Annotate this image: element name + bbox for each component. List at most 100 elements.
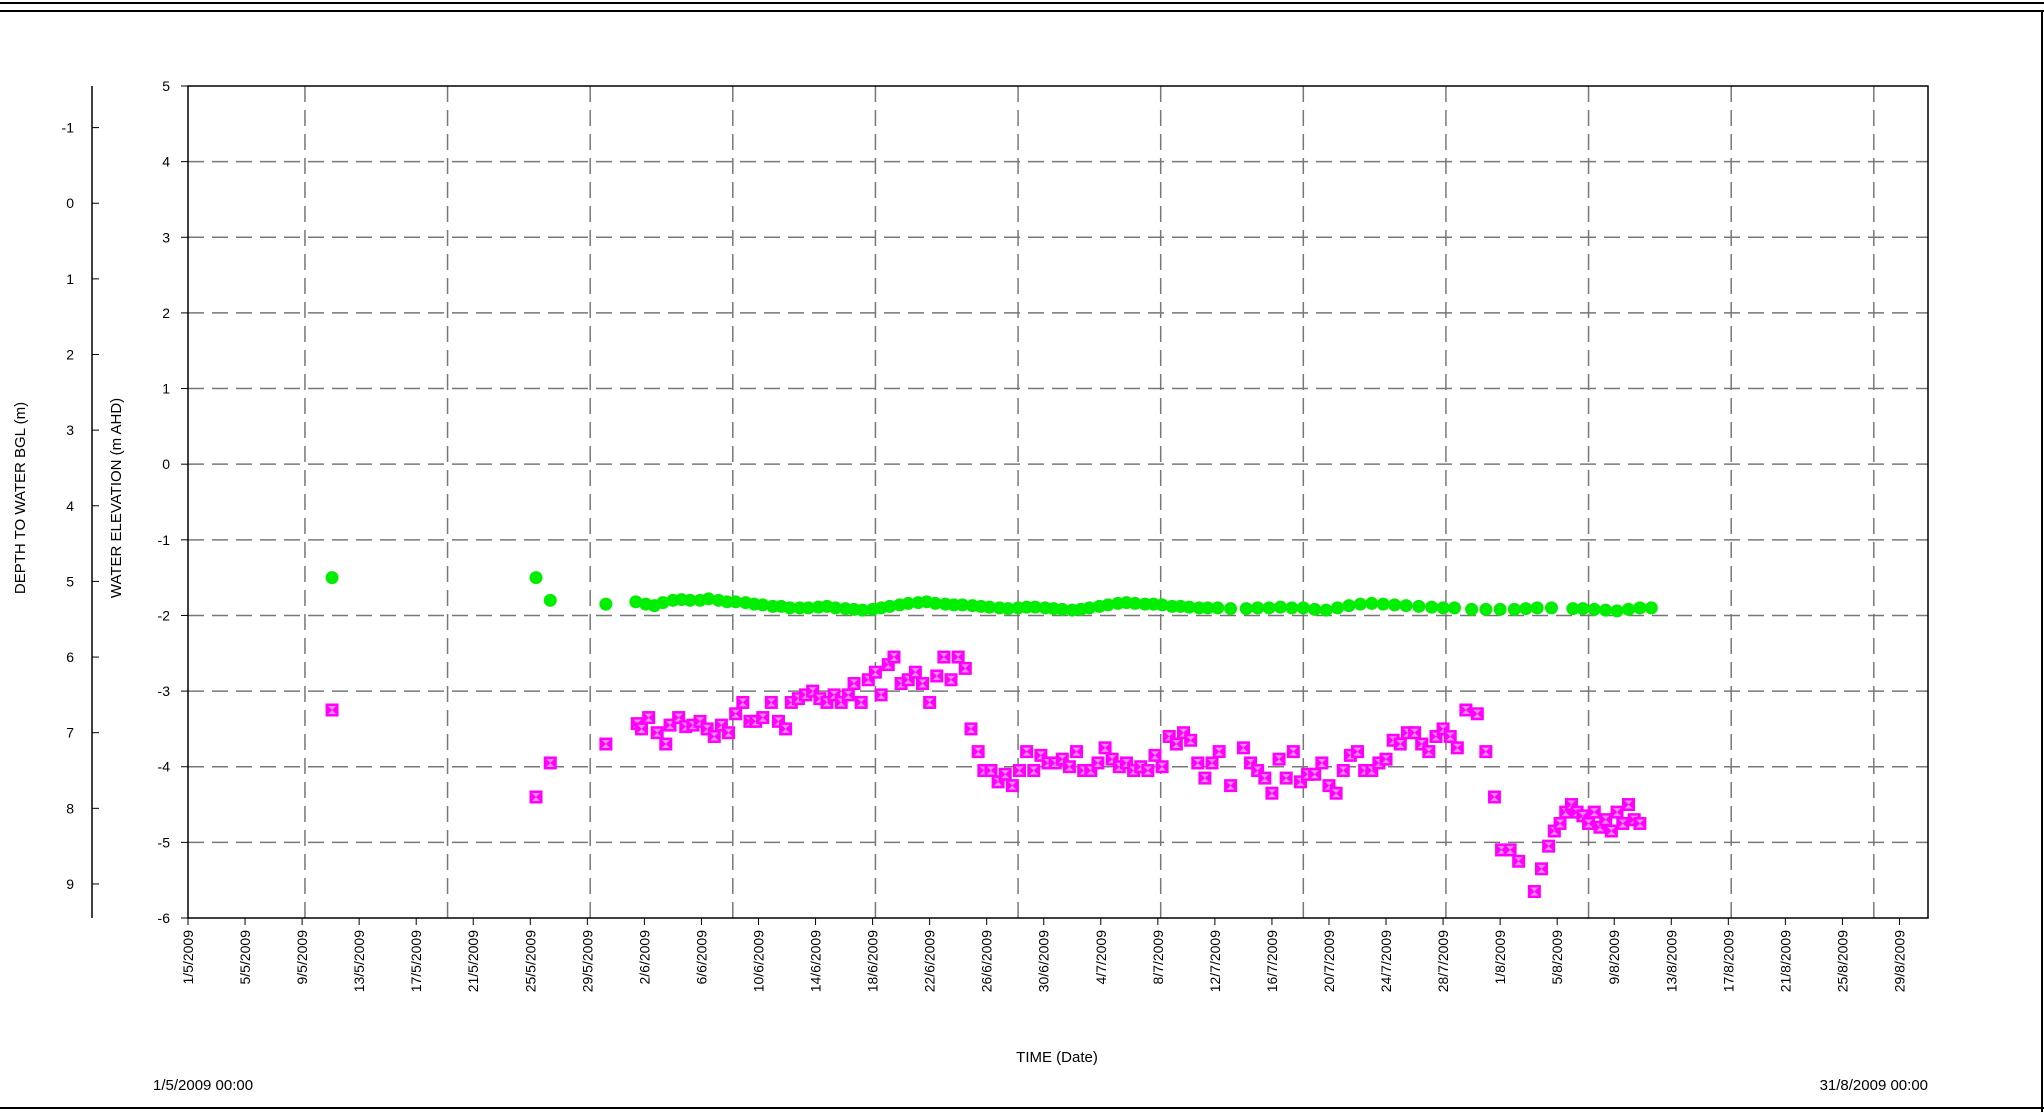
x-tick-label: 28/7/2009 <box>1435 930 1451 992</box>
x-tick-label: 22/6/2009 <box>922 930 938 992</box>
elevation-point <box>1399 599 1413 613</box>
x-tick-label: 13/8/2009 <box>1663 930 1679 992</box>
depth-point <box>841 688 855 702</box>
depth-point <box>1582 816 1596 830</box>
depth-point <box>736 695 750 709</box>
depth-point <box>1265 786 1279 800</box>
x-tick-label: 5/5/2009 <box>237 930 253 985</box>
depth-point <box>779 722 793 736</box>
elevation-point <box>1285 601 1299 615</box>
frame-bottom-line <box>0 1107 2044 1109</box>
elevation-point <box>856 603 870 617</box>
hourglass-icon <box>1530 887 1539 896</box>
x-tick-label: 20/7/2009 <box>1321 930 1337 992</box>
elevation-point <box>1376 597 1390 611</box>
elevation-point <box>1447 601 1461 615</box>
depth-point <box>958 661 972 675</box>
hourglass-icon <box>1537 864 1546 873</box>
depth-point <box>1012 764 1026 778</box>
elevation-point <box>756 598 770 612</box>
hourglass-icon <box>1150 751 1159 760</box>
hourglass-icon <box>1497 845 1506 854</box>
hourglass-icon <box>601 740 610 749</box>
frame-top-line-outer <box>0 2 2044 4</box>
depth-point <box>1286 745 1300 759</box>
hourglass-icon <box>738 698 747 707</box>
depth-point <box>756 711 770 725</box>
hourglass-icon <box>1093 758 1102 767</box>
elevation-point <box>1610 604 1624 618</box>
elevation-point <box>1082 601 1096 615</box>
depth-point <box>854 695 868 709</box>
y2-tick-label: 9 <box>66 876 74 892</box>
depth-point <box>1351 745 1365 759</box>
elevation-point <box>1155 598 1169 612</box>
depth-point <box>635 722 649 736</box>
hourglass-icon <box>974 747 983 756</box>
y-tick-label: 4 <box>162 154 170 170</box>
tick-labels: 5 4 3 2 1 0 -1 -2 -3 -4 -5 -6 -1 0 1 2 3 4 5 6 7 8 9 1/5/2009 5/… <box>62 78 1908 992</box>
elevation-point <box>1128 596 1142 610</box>
elevation-point <box>1028 600 1042 614</box>
frame-right-line <box>2041 10 2043 1112</box>
x-tick-label: 25/8/2009 <box>1834 930 1850 992</box>
axis-ticks <box>92 85 1900 925</box>
hourglass-icon <box>1029 766 1038 775</box>
elevation-point <box>1519 602 1533 616</box>
x-tick-label: 29/5/2009 <box>579 930 595 992</box>
hourglass-icon <box>532 792 540 801</box>
x-tick-label: 2/6/2009 <box>636 930 652 985</box>
depth-point <box>1062 760 1076 774</box>
hourglass-icon <box>1143 766 1152 775</box>
depth-point <box>1633 816 1647 830</box>
depth-point <box>923 695 937 709</box>
elevation-point <box>529 571 543 585</box>
elevation-point <box>729 595 743 609</box>
hourglass-icon <box>1382 755 1391 764</box>
x-tick-label: 21/8/2009 <box>1777 930 1793 992</box>
depth-point <box>1616 816 1630 830</box>
depth-point <box>937 650 951 664</box>
depth-point <box>1272 752 1286 766</box>
hourglass-icon <box>1584 819 1593 828</box>
depth-point <box>1236 741 1250 755</box>
hourglass-icon <box>1289 747 1298 756</box>
x-tick-label: 12/7/2009 <box>1207 930 1223 992</box>
hourglass-icon <box>1282 774 1291 783</box>
elevation-point <box>1224 602 1238 616</box>
x-tick-label: 29/8/2009 <box>1891 930 1907 992</box>
hourglass-icon <box>1186 736 1195 745</box>
elevation-point <box>1465 602 1479 616</box>
x-tick-label: 1/5/2009 <box>180 930 196 985</box>
hourglass-icon <box>1556 819 1565 828</box>
y2-tick-label: -1 <box>62 120 75 136</box>
hourglass-icon <box>653 728 662 737</box>
hourglass-icon <box>1193 758 1202 767</box>
elevation-point <box>1599 603 1613 617</box>
x-tick-label: 16/7/2009 <box>1264 930 1280 992</box>
elevation-point <box>1365 596 1379 610</box>
hourglass-icon <box>1065 762 1074 771</box>
hourglass-icon <box>731 709 740 718</box>
y2-tick-label: 7 <box>66 725 74 741</box>
hourglass-icon <box>961 664 970 673</box>
depth-point <box>1379 752 1393 766</box>
depth-point <box>1450 741 1464 755</box>
elevation-series <box>325 571 1658 618</box>
depth-point <box>1191 756 1205 770</box>
depth-point <box>1527 885 1541 899</box>
depth-point <box>916 677 930 691</box>
x-tick-label: 1/8/2009 <box>1492 930 1508 985</box>
depth-point <box>1329 786 1343 800</box>
hourglass-icon <box>1226 781 1235 790</box>
x-tick-label: 13/5/2009 <box>351 930 367 992</box>
depth-point <box>543 756 557 770</box>
elevation-point <box>656 596 670 610</box>
depth-point <box>1155 760 1169 774</box>
x-tick-label: 10/6/2009 <box>750 930 766 992</box>
depth-point <box>325 703 339 717</box>
depth-point <box>1599 813 1613 827</box>
hourglass-icon <box>1353 747 1362 756</box>
hourglass-icon <box>925 698 934 707</box>
y2-tick-label: 8 <box>66 800 74 816</box>
